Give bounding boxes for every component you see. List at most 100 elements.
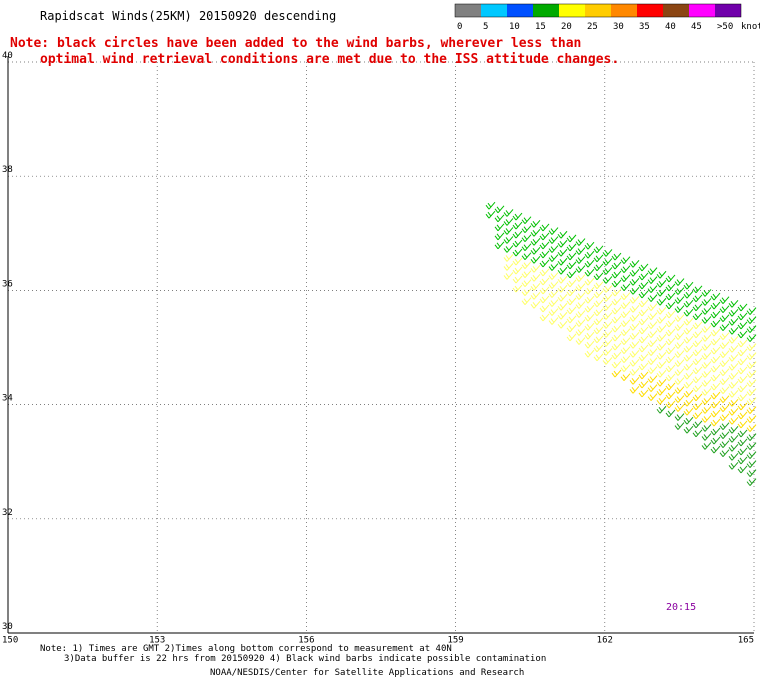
wind-barb [620, 283, 631, 292]
wind-barb [710, 409, 721, 418]
wind-barb [539, 259, 550, 268]
wind-barb [728, 354, 739, 362]
wind-barb [566, 306, 577, 315]
wind-barb [728, 399, 739, 407]
wind-barb [674, 413, 685, 421]
wind-barb [647, 276, 658, 284]
wind-barb [647, 384, 658, 392]
wind-barb [710, 328, 721, 337]
wind-barb [566, 252, 577, 261]
wind-barb [665, 355, 676, 364]
wind-barb [737, 321, 748, 330]
wind-barb [620, 274, 631, 283]
y-tick-label: 32 [2, 508, 13, 518]
wind-barb [692, 402, 703, 411]
wind-barb [665, 292, 676, 301]
wind-barb [737, 465, 748, 474]
wind-barb [530, 256, 541, 264]
y-tick-label: 38 [2, 165, 13, 175]
wind-barb [728, 381, 739, 389]
wind-barb [701, 298, 712, 306]
wind-barb [746, 307, 757, 315]
wind-barb [719, 305, 730, 314]
wind-barb [719, 404, 730, 413]
wind-barb [656, 360, 667, 369]
wind-barb [683, 362, 694, 371]
x-tick-label: 153 [149, 636, 165, 646]
wind-barb [575, 337, 586, 345]
wind-barb [638, 290, 649, 299]
wind-barb [683, 308, 694, 317]
wind-barb [620, 355, 631, 364]
wind-barb [692, 420, 703, 429]
wind-barb [557, 302, 568, 311]
wind-barb [683, 335, 694, 344]
wind-barb [710, 310, 721, 319]
wind-barb [728, 462, 739, 470]
wind-barb [548, 245, 559, 253]
wind-barb [692, 303, 703, 312]
wind-barb [557, 311, 568, 320]
wind-barb [746, 415, 757, 423]
wind-barb [674, 341, 685, 349]
wind-barb [620, 319, 631, 328]
legend-label: 40 [665, 22, 676, 32]
wind-barb [647, 393, 658, 401]
wind-barb [656, 351, 667, 360]
wind-barb [674, 395, 685, 403]
wind-barb [521, 234, 532, 243]
wind-barb [656, 396, 667, 405]
wind-barb [638, 353, 649, 362]
wind-barb [665, 283, 676, 292]
wind-barb [728, 309, 739, 317]
wind-barb [584, 304, 595, 313]
wind-barb [737, 429, 748, 438]
wind-barb [746, 460, 757, 468]
wind-barb [620, 328, 631, 337]
wind-barb [593, 281, 604, 290]
wind-barb [530, 229, 541, 237]
wind-barb [494, 232, 505, 241]
wind-barb [611, 342, 622, 351]
wind-barb [728, 327, 739, 335]
legend-units: knots [741, 22, 760, 32]
wind-barb [692, 339, 703, 348]
wind-barb [638, 362, 649, 371]
wind-barb [647, 294, 658, 302]
wind-barb [557, 293, 568, 302]
legend-swatch [559, 4, 585, 17]
wind-barb [728, 390, 739, 398]
wind-barb [701, 316, 712, 324]
wind-barb [629, 323, 640, 331]
wind-barb [710, 355, 721, 364]
wind-barb [710, 382, 721, 391]
wind-barb [593, 263, 604, 272]
wind-barb [674, 287, 685, 295]
wind-barb [629, 386, 640, 394]
wind-barb [656, 297, 667, 306]
wind-barb [512, 266, 523, 275]
wind-barb [548, 236, 559, 244]
wind-barb [683, 281, 694, 290]
wind-barb [638, 263, 649, 272]
wind-barb [737, 366, 748, 375]
wind-barb [584, 295, 595, 304]
wind-barbs [485, 201, 757, 486]
wind-barb [584, 349, 595, 358]
wind-barb [683, 344, 694, 353]
footer-note-1: Note: 1) Times are GMT 2)Times along bot… [40, 644, 452, 654]
legend-swatch [507, 4, 533, 17]
wind-barb [638, 317, 649, 326]
wind-barb [674, 314, 685, 322]
wind-barb [602, 294, 613, 302]
wind-barb [701, 334, 712, 342]
wind-barb [710, 436, 721, 445]
wind-barb [701, 379, 712, 387]
wind-barb [737, 330, 748, 339]
wind-barb [710, 445, 721, 454]
wind-barb [737, 402, 748, 411]
wind-barb [548, 281, 559, 289]
wind-barb [737, 447, 748, 456]
wind-barb [638, 389, 649, 398]
wind-barb [647, 267, 658, 275]
